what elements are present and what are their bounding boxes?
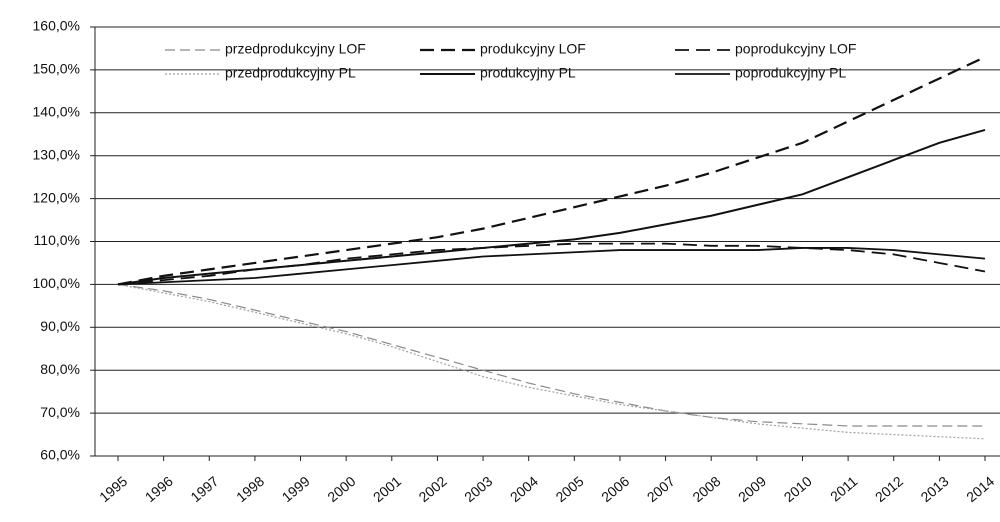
legend-label: poprodukcyjny PL <box>735 65 847 81</box>
series-line <box>117 242 986 286</box>
x-tick-label: 2002 <box>416 473 450 505</box>
x-tick-label: 2008 <box>689 473 723 505</box>
legend-label: produkcyjny LOF <box>480 41 586 57</box>
y-tick-label: 130,0% <box>33 146 80 162</box>
y-tick-label: 120,0% <box>33 189 80 205</box>
y-tick-label: 160,0% <box>33 18 80 34</box>
y-tick-label: 90,0% <box>40 318 80 334</box>
y-tick-label: 100,0% <box>33 275 80 291</box>
x-tick-label: 2006 <box>598 473 632 505</box>
x-tick-label: 1996 <box>142 473 176 505</box>
x-tick-label: 2000 <box>324 473 358 505</box>
x-tick-label: 2007 <box>644 473 678 505</box>
x-tick-label: 2013 <box>918 473 952 505</box>
y-tick-label: 70,0% <box>40 404 80 420</box>
series-line <box>117 283 985 427</box>
y-tick-label: 80,0% <box>40 361 80 377</box>
series-line <box>117 247 986 286</box>
series-line <box>117 56 986 286</box>
x-tick-label: 1998 <box>233 473 267 505</box>
legend-label: przedprodukcyjny PL <box>225 65 356 81</box>
legend-label: przedprodukcyjny LOF <box>225 41 366 57</box>
x-tick-label: 2014 <box>963 473 997 505</box>
legend-label: poprodukcyjny LOF <box>735 41 856 57</box>
x-tick-label: 2003 <box>461 473 495 505</box>
y-tick-label: 140,0% <box>33 104 80 120</box>
y-tick-label: 60,0% <box>40 447 80 463</box>
series-line <box>117 128 986 286</box>
series-line <box>117 283 986 440</box>
legend-label: produkcyjny PL <box>480 65 576 81</box>
x-tick-label: 2012 <box>872 473 906 505</box>
x-tick-label: 1995 <box>96 473 130 505</box>
x-tick-label: 2005 <box>552 473 586 505</box>
x-tick-label: 2001 <box>370 473 404 505</box>
x-tick-label: 1997 <box>187 473 221 505</box>
x-tick-label: 2004 <box>507 473 541 505</box>
x-tick-label: 2009 <box>735 473 769 505</box>
x-tick-label: 2010 <box>781 473 815 505</box>
x-tick-label: 2011 <box>827 473 861 505</box>
x-tick-label: 1999 <box>279 473 313 505</box>
y-tick-label: 150,0% <box>33 61 80 77</box>
y-tick-label: 110,0% <box>34 232 80 248</box>
